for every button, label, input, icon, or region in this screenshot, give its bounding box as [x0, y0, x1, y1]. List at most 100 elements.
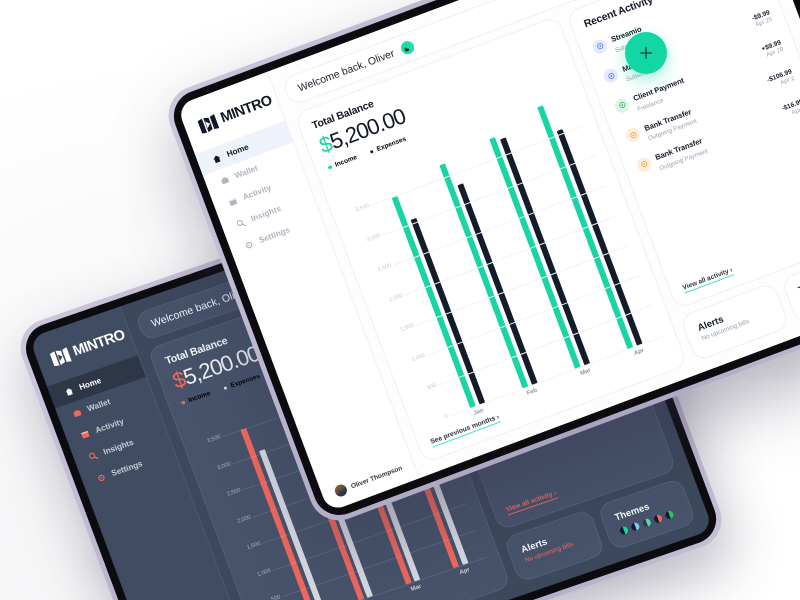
avatar [333, 482, 349, 499]
sidebar-item-label: Wallet [233, 163, 260, 181]
mintro-logo-mark-icon [49, 346, 72, 366]
sidebar-item-insights[interactable]: Insights [71, 420, 170, 473]
app-logo-text: MINTRO [218, 92, 275, 127]
theme-mint-swatch[interactable] [641, 517, 652, 528]
sidebar-nav: Home Wallet Activity Insights [47, 355, 178, 494]
sidebar-item-label: Activity [93, 416, 126, 435]
tablet-light-theme: MINTRO Home Wallet Activit [160, 0, 800, 529]
user-name: Oliver Thompson [349, 464, 404, 490]
theme-blue-swatch[interactable] [630, 521, 641, 532]
add-button[interactable] [625, 32, 667, 74]
mintro-logo-mark-icon [197, 113, 220, 134]
sidebar-item-insights[interactable]: Insights [219, 185, 317, 240]
plus-icon [640, 47, 652, 59]
legend-dot-expenses [369, 149, 375, 155]
chart-y-tick: 2,500 [226, 487, 242, 498]
sidebar-item-label: Insights [102, 437, 135, 457]
subscription-icon [591, 37, 610, 56]
app-logo: MINTRO [182, 85, 285, 154]
chart-y-tick: 1,000 [410, 352, 427, 364]
legend-label: Income [187, 390, 212, 405]
chart-y-tick: 1,500 [246, 540, 262, 552]
wallet-icon [221, 176, 229, 184]
transfer-icon [624, 125, 643, 144]
dashboard-columns: Total Balance $5,200.00 Income [294, 0, 800, 464]
sidebar-item-label: Home [77, 376, 103, 392]
sidebar-item-label: Home [225, 142, 250, 159]
sidebar-item-wallet[interactable]: Wallet [55, 377, 154, 430]
sidebar-item-activity[interactable]: Activity [63, 398, 162, 451]
welcome-bar: Welcome back, Oliver [281, 0, 755, 107]
sidebar-item-home[interactable]: Home [194, 120, 293, 176]
theme-coral-swatch[interactable] [652, 513, 664, 524]
activity-icon [228, 197, 237, 206]
sidebar-item-settings[interactable]: Settings [79, 442, 178, 495]
sidebar: MINTRO Home Wallet Activit [28, 306, 263, 600]
moon-icon [404, 46, 410, 51]
sidebar-item-label: Activity [241, 183, 273, 202]
sidebar-item-label: Wallet [85, 397, 112, 414]
chart-y-tick: 2,500 [377, 262, 393, 274]
wallet-icon [73, 409, 82, 417]
chart-y-tick: 3,500 [354, 202, 370, 213]
sidebar-item-home[interactable]: Home [47, 355, 146, 409]
chart-y-tick: 3,500 [206, 434, 222, 445]
theme-teal-swatch[interactable] [618, 525, 630, 536]
legend-dot-expenses [223, 385, 228, 391]
chart-y-tick: 0 [443, 413, 449, 420]
settings-icon [245, 241, 253, 248]
legend-income: Income [180, 390, 212, 407]
chart-y-tick: 3,000 [365, 232, 382, 244]
settings-icon [98, 474, 105, 481]
chart-y-tick: 1,000 [256, 567, 272, 578]
app-logo-text: MINTRO [70, 327, 128, 360]
chart-bar-group [483, 116, 590, 369]
subscription-icon [602, 66, 621, 85]
dashboard-content: Welcome back, Oliver Total Balance $5,20… [267, 0, 800, 479]
legend-dot-income [327, 165, 333, 170]
activity-icon [80, 430, 90, 438]
sidebar: MINTRO Home Wallet Activit [176, 71, 420, 513]
chart-bar-group [430, 136, 538, 388]
theme-green-swatch[interactable] [664, 509, 675, 520]
home-icon [65, 387, 73, 396]
chart-x-tick: Apr [633, 347, 645, 357]
sidebar-item-settings[interactable]: Settings [227, 207, 325, 262]
theme-toggle-button[interactable] [399, 39, 416, 57]
chart-y-tick: 1,500 [399, 322, 415, 334]
sidebar-item-activity[interactable]: Activity [211, 164, 309, 219]
transfer-icon [635, 155, 654, 174]
payment-icon [613, 96, 632, 115]
chart-x-tick: Apr [458, 566, 471, 576]
home-icon [213, 155, 221, 163]
sidebar-nav: Home Wallet Activity Insights [194, 120, 325, 262]
tablet-screen: MINTRO Home Wallet Activit [176, 0, 800, 513]
sidebar-item-wallet[interactable]: Wallet [203, 142, 301, 197]
sidebar-item-label: Settings [110, 459, 144, 479]
chart-x-tick: Feb [525, 387, 539, 397]
chart-y-tick: 2,000 [388, 292, 404, 304]
app-logo: MINTRO [34, 320, 138, 387]
legend-dot-income [180, 400, 186, 405]
chart-y-tick: 2,000 [236, 514, 252, 525]
chart-x-tick: Mar [410, 583, 423, 593]
chart-x-tick: Jan [472, 407, 485, 417]
chart-y-tick: 3,000 [216, 460, 232, 472]
dashboard: MINTRO Home Wallet Activit [176, 0, 800, 513]
legend-label: Expenses [229, 372, 262, 390]
sidebar-item-label: Settings [257, 225, 292, 245]
chart-y-tick: 500 [426, 383, 438, 392]
insights-icon [88, 452, 99, 459]
